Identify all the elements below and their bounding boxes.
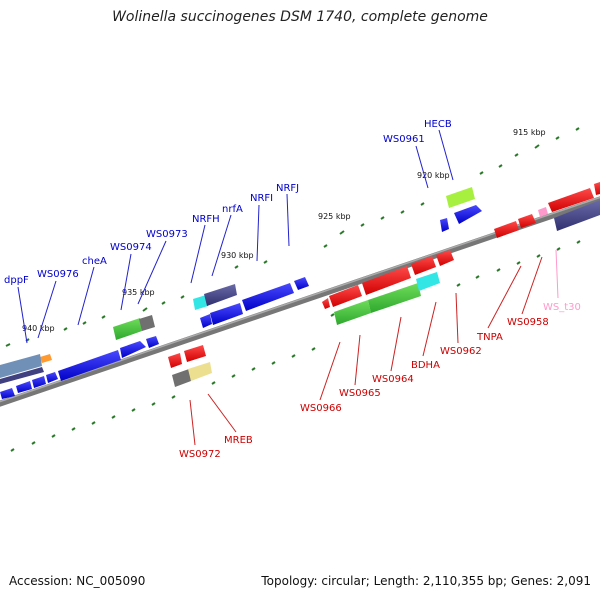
gene-WS0973 (146, 336, 159, 348)
label-WS0961[interactable]: WS0961 (383, 134, 425, 145)
gene-MREB-red2 (184, 345, 206, 362)
scale-ticks-upper (5, 127, 580, 347)
gene-WS0974 (120, 341, 146, 358)
gene-dppF-block (0, 354, 42, 378)
gene-WS0966-b (329, 285, 362, 307)
gene-dppF-orange (40, 354, 52, 363)
gene-blue-a (0, 388, 15, 399)
label-WS0973[interactable]: WS0973 (146, 229, 188, 240)
gene-WS0958-navy (554, 200, 600, 231)
gene-WS0965 (362, 266, 411, 295)
gene-WS0958-red (518, 214, 536, 228)
gene-nrfH (193, 295, 208, 310)
gene-nrfI-small (200, 314, 212, 328)
gene-WS0966-green (334, 300, 371, 325)
rna-leader-line (555, 249, 559, 299)
gene-WS_t30 (538, 207, 548, 217)
forward-genes (0, 187, 600, 399)
label-WS0974[interactable]: WS0974 (110, 242, 152, 253)
gene-WS0964 (411, 256, 436, 275)
label-WS0962[interactable]: WS0962 (440, 346, 482, 357)
label-NRFH[interactable]: NRFH (192, 214, 220, 225)
label-NRFJ[interactable]: NRFJ (276, 183, 299, 194)
label-nrfA[interactable]: nrfA (222, 204, 243, 215)
label-WS0965[interactable]: WS0965 (339, 388, 381, 399)
gene-right-red (594, 182, 600, 195)
gene-WS0973-green (113, 318, 142, 340)
gene-BDHA (416, 272, 440, 291)
bottom-leader-lines (189, 256, 543, 446)
gene-WS0958 (548, 188, 594, 212)
gene-MREB (188, 362, 212, 381)
gene-cheA (58, 350, 121, 381)
label-dppF[interactable]: dppF (4, 275, 29, 286)
top-leader-lines (17, 129, 454, 344)
label-WS0972[interactable]: WS0972 (179, 449, 221, 460)
label-WS0976[interactable]: WS0976 (37, 269, 79, 280)
label-TNPA[interactable]: TNPA (476, 332, 503, 343)
label-MREB[interactable]: MREB (224, 435, 253, 446)
gene-TNPA (494, 221, 519, 238)
genome-summary-label: Topology: circular; Length: 2,110,355 bp… (261, 574, 591, 588)
label-WS0964[interactable]: WS0964 (372, 374, 414, 385)
gene-NRFJ-b (294, 277, 309, 290)
gene-WS0966 (322, 298, 330, 309)
gene-WS0972-gray (172, 369, 191, 387)
label-cheA[interactable]: cheA (82, 256, 107, 267)
gene-blue-c (32, 376, 46, 388)
gene-blue-d (46, 372, 58, 383)
gene-blue-b (16, 381, 32, 393)
gene-WS0973-gray (139, 315, 155, 331)
scale-label-940: 940 kbp (22, 324, 55, 333)
genome-title: Wolinella succinogenes DSM 1740, complet… (112, 9, 488, 25)
scale-label-920: 920 kbp (417, 171, 450, 180)
gene-dppF-lower (0, 367, 44, 384)
scale-ticks-lower (10, 240, 581, 452)
reverse-genes (168, 182, 600, 387)
gene-nrfI (210, 303, 243, 325)
gene-WS0965-green (368, 283, 421, 313)
label-WS_t30[interactable]: WS_t30 (543, 302, 581, 313)
gene-nrfA (204, 284, 237, 306)
accession-label: Accession: NC_005090 (9, 574, 146, 588)
scale-label-925: 925 kbp (318, 212, 351, 221)
label-WS0966[interactable]: WS0966 (300, 403, 342, 414)
gene-NRFJ (242, 283, 294, 311)
gene-MREB-red1 (168, 353, 182, 368)
gene-HECB-blue (454, 205, 482, 224)
scale-label-935: 935 kbp (122, 288, 155, 297)
scale-label-915: 915 kbp (513, 128, 546, 137)
label-WS0958[interactable]: WS0958 (507, 317, 549, 328)
gene-WS0961 (440, 218, 449, 232)
gene-HECB (446, 187, 475, 208)
label-NRFI[interactable]: NRFI (250, 193, 273, 204)
scale-label-930: 930 kbp (221, 251, 254, 260)
label-HECB[interactable]: HECB (424, 119, 452, 130)
gene-WS0962 (436, 250, 454, 266)
label-BDHA[interactable]: BDHA (411, 360, 440, 371)
